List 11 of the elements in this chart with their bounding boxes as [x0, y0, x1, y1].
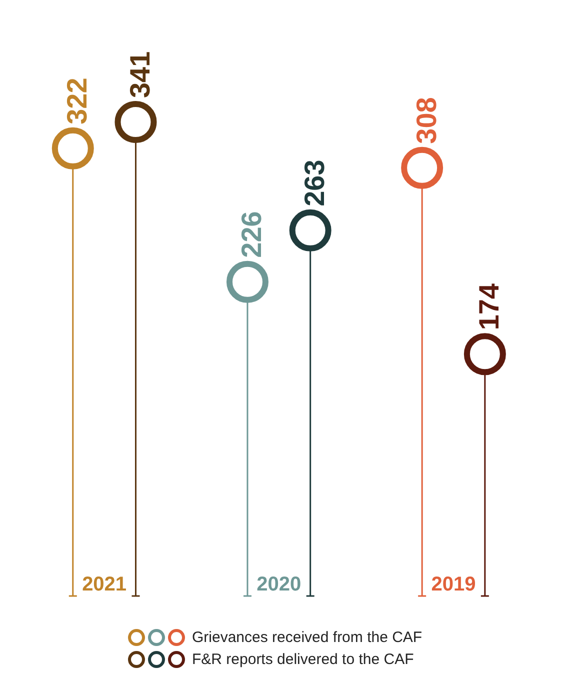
legend-label: Grievances received from the CAF: [192, 628, 422, 646]
data-label: 174: [474, 282, 505, 330]
data-label: 308: [410, 97, 442, 144]
legend-label: F&R reports delivered to the CAF: [192, 650, 414, 668]
data-label: 341: [124, 51, 156, 98]
x-tick-label: 2021: [82, 574, 127, 596]
data-label: 263: [299, 160, 330, 206]
data-label: 322: [62, 78, 93, 124]
data-label: 226: [236, 211, 268, 258]
x-tick-label: 2020: [256, 574, 302, 596]
x-tick-label: 2019: [431, 574, 476, 596]
